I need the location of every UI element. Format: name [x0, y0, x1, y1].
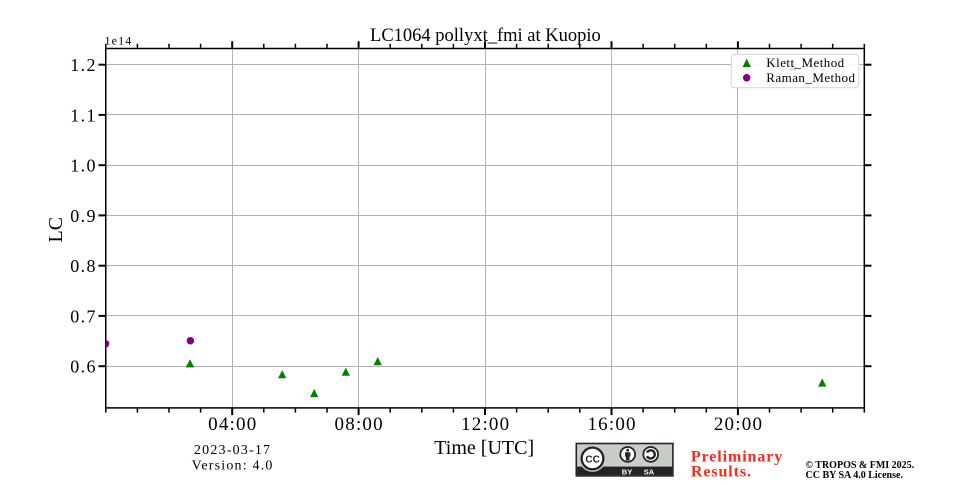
- svg-text:08:00: 08:00: [335, 414, 384, 435]
- svg-text:Preliminary: Preliminary: [691, 449, 783, 466]
- svg-text:1.1: 1.1: [70, 105, 97, 125]
- svg-text:CC BY SA 4.0 License.: CC BY SA 4.0 License.: [806, 470, 904, 480]
- svg-text:Time [UTC]: Time [UTC]: [434, 437, 534, 459]
- svg-text:0.7: 0.7: [70, 306, 97, 326]
- svg-text:SA: SA: [644, 467, 655, 476]
- svg-text:1e14: 1e14: [105, 34, 133, 48]
- svg-text:LC1064 pollyxt_fmi at Kuopio: LC1064 pollyxt_fmi at Kuopio: [370, 26, 601, 46]
- svg-text:BY: BY: [622, 467, 632, 476]
- svg-text:LC: LC: [45, 217, 67, 243]
- svg-text:20:00: 20:00: [714, 414, 763, 435]
- svg-text:CC: CC: [585, 454, 599, 465]
- svg-text:12:00: 12:00: [461, 414, 510, 435]
- svg-text:Klett_Method: Klett_Method: [766, 55, 844, 70]
- svg-text:© TROPOS & FMI 2025.: © TROPOS & FMI 2025.: [806, 460, 915, 471]
- svg-text:1.0: 1.0: [70, 156, 97, 176]
- svg-text:0.9: 0.9: [70, 206, 97, 226]
- svg-text:0.8: 0.8: [70, 256, 97, 276]
- svg-text:Results.: Results.: [691, 464, 752, 480]
- svg-text:0.6: 0.6: [70, 357, 97, 377]
- svg-text:16:00: 16:00: [587, 414, 636, 435]
- svg-text:04:00: 04:00: [208, 414, 257, 435]
- svg-text:Raman_Method: Raman_Method: [766, 70, 855, 85]
- svg-text:Version: 4.0: Version: 4.0: [192, 458, 274, 473]
- svg-text:1.2: 1.2: [70, 55, 97, 75]
- svg-text:2023-03-17: 2023-03-17: [194, 443, 271, 458]
